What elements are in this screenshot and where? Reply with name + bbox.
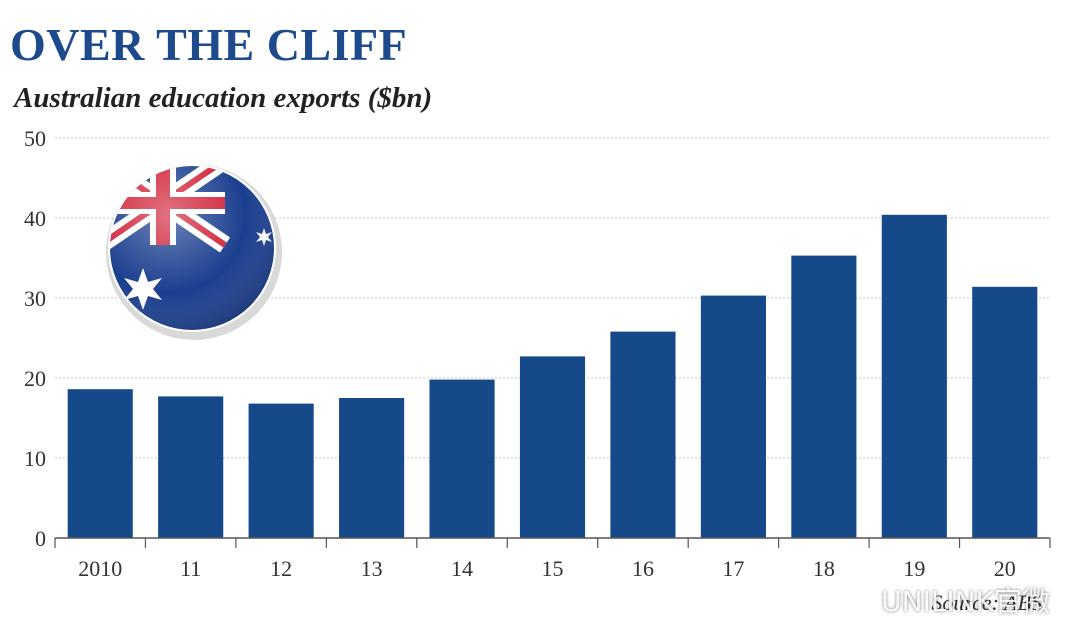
- bar: [339, 398, 405, 538]
- x-tick-label: 15: [542, 556, 564, 581]
- x-tick-label: 19: [903, 556, 925, 581]
- y-tick-label: 50: [24, 126, 46, 151]
- x-tick-label: 13: [361, 556, 383, 581]
- bar: [158, 396, 224, 538]
- x-tick-label: 20: [994, 556, 1016, 581]
- bars: [67, 214, 1038, 539]
- watermark: UNILINK官微: [839, 580, 1050, 620]
- chart-subtitle: Australian education exports ($bn): [14, 82, 433, 114]
- bar: [429, 379, 495, 538]
- y-tick-label: 0: [35, 526, 46, 551]
- bar: [519, 356, 586, 538]
- source-note: Source: ABS: [931, 590, 1042, 615]
- bar: [700, 295, 766, 538]
- australian-flag-icon: [106, 164, 282, 340]
- x-tick-label: 16: [632, 556, 654, 581]
- x-tick-label: 18: [813, 556, 835, 581]
- y-tick-label: 20: [24, 366, 46, 391]
- chart-title: OVER THE CLIFF: [10, 19, 408, 70]
- bar: [67, 389, 133, 538]
- x-tick-label: 12: [270, 556, 292, 581]
- bar: [791, 255, 857, 538]
- x-tick-label: 11: [180, 556, 201, 581]
- x-axis: 2010 11 12 13 14 15 16 17 18 19 20: [54, 537, 1051, 581]
- x-tick-label: 14: [451, 556, 473, 581]
- y-tick-label: 30: [24, 286, 46, 311]
- x-tick-label: 17: [722, 556, 744, 581]
- bar: [610, 331, 676, 538]
- y-axis: 0 10 20 30 40 50: [24, 126, 46, 551]
- bar: [248, 403, 314, 538]
- bar: [881, 214, 947, 539]
- y-tick-label: 40: [24, 206, 46, 231]
- wechat-icon: [839, 586, 873, 614]
- x-tick-label: 2010: [78, 556, 122, 581]
- watermark-text: UNILINK官微: [881, 585, 1050, 618]
- bar: [972, 286, 1038, 538]
- y-tick-label: 10: [24, 446, 46, 471]
